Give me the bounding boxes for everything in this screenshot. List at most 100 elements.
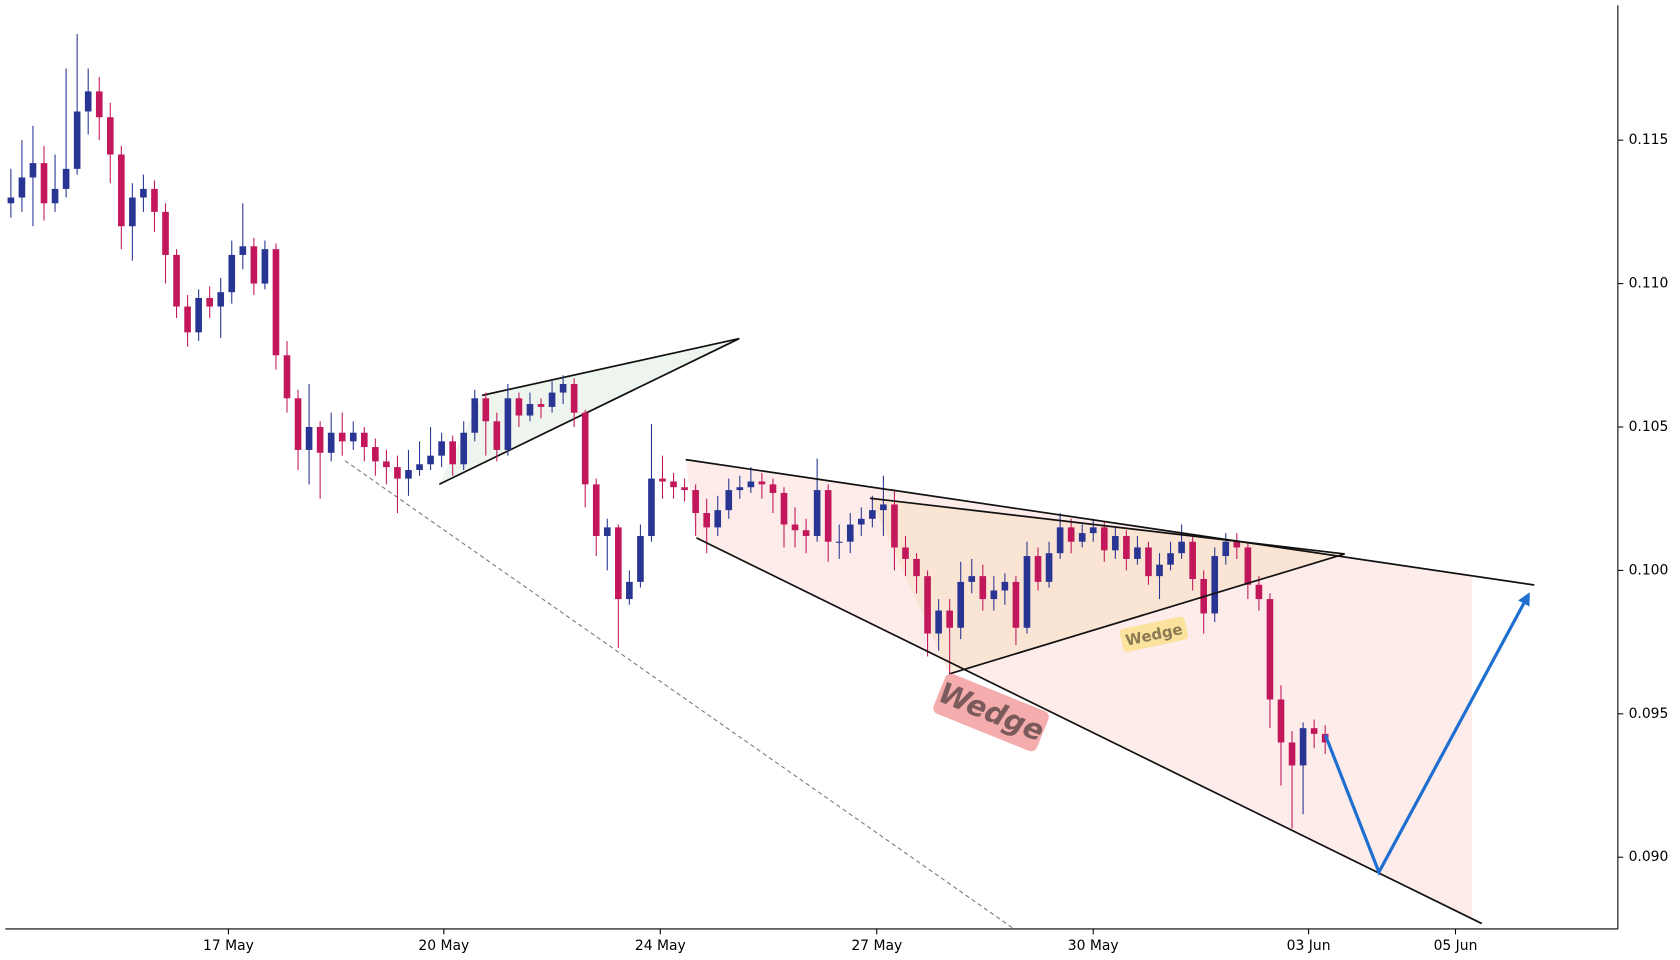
candle-body: [692, 490, 699, 514]
candle-body: [195, 297, 202, 333]
candle-body: [526, 404, 534, 416]
candle-body: [758, 481, 766, 485]
candle-body: [1233, 541, 1241, 548]
candle-body: [1123, 535, 1130, 559]
candle-body: [118, 154, 125, 227]
annotation-box: [933, 673, 1049, 752]
candle-body: [935, 610, 942, 634]
candle-body: [228, 254, 236, 293]
candle-body: [780, 492, 788, 525]
candle-body: [173, 254, 180, 307]
candle-body: [40, 163, 48, 204]
candle-body: [857, 518, 865, 525]
candle-body: [1034, 556, 1042, 582]
candle-body: [405, 470, 412, 479]
candle-body: [880, 504, 887, 511]
candle-body: [703, 513, 710, 528]
candle-body: [338, 432, 346, 442]
candle-body: [846, 524, 854, 542]
candle-body: [626, 581, 633, 600]
x-tick-label: 03 Jun: [1287, 938, 1331, 954]
candle-body: [615, 527, 622, 600]
candle-body: [416, 464, 423, 471]
candle-body: [482, 398, 490, 422]
candle-body: [1001, 581, 1009, 591]
candle-body: [1045, 553, 1053, 582]
candle-body: [140, 188, 147, 198]
candles: [7, 34, 1329, 829]
x-tick-label: 30 May: [1068, 938, 1119, 954]
candle-body: [372, 447, 379, 462]
candle-body: [1277, 699, 1285, 743]
candle-body: [449, 441, 456, 465]
candle-body: [206, 297, 213, 307]
candle-body: [659, 478, 666, 482]
candle-body: [1288, 742, 1296, 766]
candle-body: [869, 510, 876, 519]
candle-body: [1310, 728, 1318, 734]
candle-body: [968, 576, 976, 582]
y-tick-label: 0.105: [1629, 419, 1669, 435]
candle-body: [294, 398, 302, 450]
candle-body: [383, 461, 390, 468]
candle-body: [979, 576, 987, 600]
candle-body: [106, 117, 114, 155]
candle-body: [1178, 541, 1185, 554]
candle-body: [360, 432, 368, 448]
candle-body: [714, 510, 722, 528]
wedge-line: [685, 458, 1535, 586]
candle-body: [1167, 553, 1174, 565]
candle-body: [394, 467, 401, 479]
candle-body: [327, 432, 335, 453]
candle-body: [1145, 547, 1152, 577]
y-tick-label: 0.115: [1629, 132, 1669, 148]
candle-body: [438, 441, 445, 456]
y-tick-label: 0.090: [1629, 849, 1669, 865]
y-tick-label: 0.100: [1629, 562, 1669, 578]
candle-body: [95, 91, 103, 118]
candle-body: [603, 527, 611, 536]
candle-body: [427, 455, 434, 465]
candle-body: [283, 355, 291, 399]
candle-body: [261, 249, 269, 284]
candle-body: [1067, 527, 1075, 542]
candle-body: [1089, 527, 1097, 534]
candle-body: [637, 535, 644, 582]
candle-body: [902, 547, 909, 559]
candle-body: [217, 292, 225, 307]
x-tick-label: 20 May: [418, 938, 469, 954]
candle-body: [570, 383, 578, 413]
x-tick-label: 17 May: [203, 938, 254, 954]
candle-body: [62, 168, 70, 189]
candle-body: [73, 111, 81, 169]
candle-body: [1266, 599, 1274, 700]
candle-body: [1211, 556, 1219, 614]
candle-body: [1299, 728, 1307, 766]
candle-body: [1056, 527, 1064, 554]
candle-body: [239, 246, 247, 255]
pattern-drawings: [344, 337, 1473, 929]
candle-body: [670, 481, 677, 488]
candle-body: [504, 398, 512, 450]
x-tick-label: 24 May: [635, 938, 686, 954]
candle-body: [493, 421, 501, 450]
candle-body: [537, 404, 545, 407]
candle-body: [515, 398, 523, 416]
candle-body: [162, 211, 169, 255]
candle-body: [184, 306, 191, 333]
candle-body: [769, 484, 777, 493]
candle-body: [29, 163, 37, 178]
candle-body: [835, 541, 843, 543]
candle-body: [305, 426, 313, 450]
candle-body: [725, 490, 733, 511]
candle-body: [349, 432, 357, 442]
candle-body: [51, 188, 59, 204]
annotation-box: [1119, 616, 1189, 652]
trend-line: [344, 460, 1013, 929]
candle-body: [316, 426, 324, 453]
candle-body: [460, 432, 468, 465]
candle-body: [1012, 581, 1020, 628]
pattern-lines: [685, 458, 1535, 925]
wedge-line: [696, 537, 1483, 925]
